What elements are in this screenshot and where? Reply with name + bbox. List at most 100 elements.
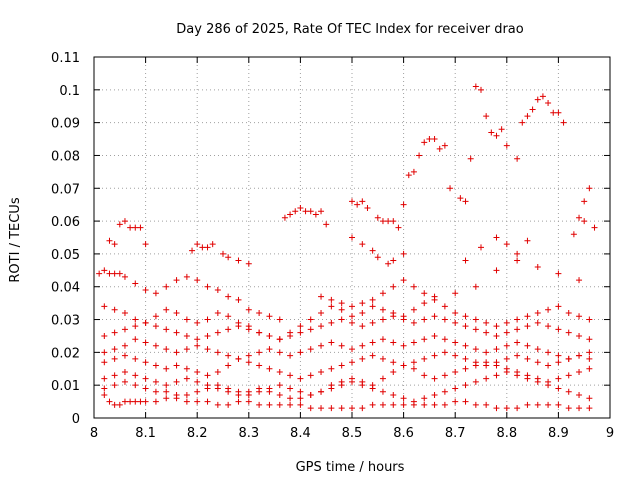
- data-point: [214, 401, 221, 408]
- data-point: [436, 145, 443, 152]
- data-point: [307, 326, 314, 333]
- data-point: [152, 290, 159, 297]
- data-point: [359, 309, 366, 316]
- data-point: [493, 323, 500, 330]
- data-point: [503, 355, 510, 362]
- data-point: [570, 231, 577, 238]
- data-point: [287, 329, 294, 336]
- data-point: [235, 296, 242, 303]
- data-point: [503, 142, 510, 149]
- data-point: [194, 277, 201, 284]
- data-point: [349, 405, 355, 412]
- data-point: [204, 283, 211, 290]
- data-point: [462, 355, 469, 362]
- data-point: [194, 319, 201, 326]
- data-point: [121, 326, 128, 333]
- y-tick-label: 0.01: [51, 379, 80, 394]
- data-point: [101, 349, 108, 356]
- data-point: [142, 385, 149, 392]
- data-point: [410, 339, 417, 346]
- data-point: [379, 355, 386, 362]
- data-point: [318, 293, 325, 300]
- data-point: [307, 405, 314, 412]
- data-point: [302, 208, 309, 215]
- data-point: [245, 352, 252, 359]
- y-tick-label: 0.11: [51, 51, 80, 66]
- data-point: [349, 359, 355, 366]
- data-point: [462, 198, 469, 205]
- data-point: [385, 260, 392, 267]
- data-point: [173, 378, 180, 385]
- data-point: [173, 362, 180, 369]
- data-point: [405, 172, 412, 179]
- data-point: [534, 309, 541, 316]
- data-point: [276, 392, 283, 399]
- data-point: [586, 405, 593, 412]
- data-point: [225, 352, 232, 359]
- x-tick-label: 8.2: [187, 426, 208, 441]
- data-point: [214, 369, 221, 376]
- data-point: [163, 346, 170, 353]
- data-point: [121, 369, 128, 376]
- data-point: [483, 329, 490, 336]
- data-point: [328, 339, 335, 346]
- data-point: [152, 398, 159, 405]
- data-point: [503, 329, 510, 336]
- data-point: [462, 382, 469, 389]
- data-point: [297, 323, 304, 330]
- data-point: [245, 359, 252, 366]
- data-point: [431, 293, 438, 300]
- y-tick-label: 0: [72, 412, 80, 427]
- data-point: [276, 316, 283, 323]
- data-point: [194, 336, 201, 343]
- y-tick-label: 0.07: [51, 182, 80, 197]
- data-point: [359, 405, 366, 412]
- data-point: [555, 385, 562, 392]
- data-point: [400, 342, 407, 349]
- data-point: [318, 309, 325, 316]
- data-point: [545, 401, 552, 408]
- data-point: [421, 290, 428, 297]
- data-point: [307, 346, 314, 353]
- data-point: [514, 339, 521, 346]
- data-point: [410, 283, 417, 290]
- data-point: [441, 303, 448, 310]
- data-point: [441, 142, 448, 149]
- x-tick-label: 8.4: [290, 426, 311, 441]
- data-point: [379, 375, 386, 382]
- data-point: [472, 359, 479, 366]
- data-point: [467, 155, 474, 162]
- data-point: [524, 355, 531, 362]
- data-point: [121, 378, 128, 385]
- data-point: [96, 270, 103, 277]
- data-point: [142, 339, 149, 346]
- data-point: [214, 385, 221, 392]
- data-point: [472, 283, 479, 290]
- data-point: [369, 319, 376, 326]
- data-point: [163, 306, 170, 313]
- data-point: [452, 398, 459, 405]
- data-point: [101, 303, 108, 310]
- data-point: [225, 401, 232, 408]
- data-point: [369, 303, 376, 310]
- data-point: [245, 392, 252, 399]
- data-point: [245, 323, 252, 330]
- data-point: [132, 398, 139, 405]
- data-point: [256, 329, 263, 336]
- data-point: [173, 277, 180, 284]
- data-point: [307, 316, 314, 323]
- data-point: [390, 283, 397, 290]
- data-point: [503, 319, 510, 326]
- data-point: [163, 326, 170, 333]
- data-point: [452, 385, 459, 392]
- data-point: [493, 359, 500, 366]
- data-point: [256, 401, 263, 408]
- data-point: [576, 392, 583, 399]
- data-point: [338, 405, 345, 412]
- data-point: [400, 395, 407, 402]
- data-point: [400, 250, 407, 257]
- data-point: [379, 290, 386, 297]
- data-point: [132, 336, 139, 343]
- data-point: [214, 287, 221, 294]
- data-point: [488, 129, 495, 136]
